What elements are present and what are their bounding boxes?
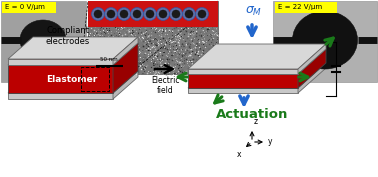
- Polygon shape: [8, 59, 113, 65]
- Circle shape: [156, 7, 169, 21]
- Polygon shape: [298, 49, 326, 88]
- Ellipse shape: [20, 20, 66, 60]
- Polygon shape: [113, 37, 138, 65]
- Polygon shape: [298, 63, 326, 93]
- Bar: [2, 2, 56, 13]
- Polygon shape: [188, 88, 298, 93]
- Circle shape: [185, 10, 193, 18]
- Circle shape: [133, 10, 141, 18]
- Polygon shape: [188, 74, 298, 88]
- Text: y: y: [268, 138, 273, 147]
- Circle shape: [144, 7, 156, 21]
- Polygon shape: [298, 44, 326, 74]
- Circle shape: [146, 10, 154, 18]
- Circle shape: [120, 10, 128, 18]
- Circle shape: [91, 7, 104, 21]
- Circle shape: [198, 10, 206, 18]
- Text: 50 nm: 50 nm: [100, 57, 118, 62]
- Bar: [81, 67, 109, 91]
- Bar: [88, 1, 218, 74]
- Polygon shape: [8, 43, 138, 65]
- Polygon shape: [188, 44, 326, 69]
- Text: E = 0 V/μm: E = 0 V/μm: [5, 4, 45, 10]
- Polygon shape: [113, 71, 138, 99]
- Text: z: z: [254, 117, 258, 126]
- Ellipse shape: [293, 11, 358, 69]
- Bar: [1, 1, 86, 82]
- Text: Actuation: Actuation: [216, 109, 288, 121]
- Text: Compliant
electrodes: Compliant electrodes: [46, 26, 90, 46]
- Bar: [88, 1, 218, 27]
- Polygon shape: [188, 49, 326, 74]
- Circle shape: [104, 7, 118, 21]
- Circle shape: [195, 7, 209, 21]
- Circle shape: [183, 7, 195, 21]
- Bar: [275, 2, 337, 13]
- Text: $\sigma_M$: $\sigma_M$: [245, 5, 263, 18]
- Polygon shape: [8, 71, 138, 93]
- Bar: [273, 1, 377, 82]
- Text: Elastomer: Elastomer: [46, 75, 97, 84]
- Circle shape: [159, 10, 167, 18]
- Circle shape: [130, 7, 144, 21]
- Polygon shape: [188, 63, 326, 88]
- Polygon shape: [188, 69, 298, 74]
- Polygon shape: [8, 37, 138, 59]
- Circle shape: [118, 7, 130, 21]
- Circle shape: [172, 10, 180, 18]
- Polygon shape: [113, 43, 138, 93]
- Circle shape: [94, 10, 102, 18]
- Text: E = 22 V/μm: E = 22 V/μm: [278, 4, 322, 10]
- Text: Electric
field: Electric field: [151, 76, 179, 95]
- Polygon shape: [8, 65, 113, 93]
- Circle shape: [169, 7, 183, 21]
- Polygon shape: [8, 93, 113, 99]
- Text: x: x: [237, 150, 242, 159]
- Circle shape: [107, 10, 115, 18]
